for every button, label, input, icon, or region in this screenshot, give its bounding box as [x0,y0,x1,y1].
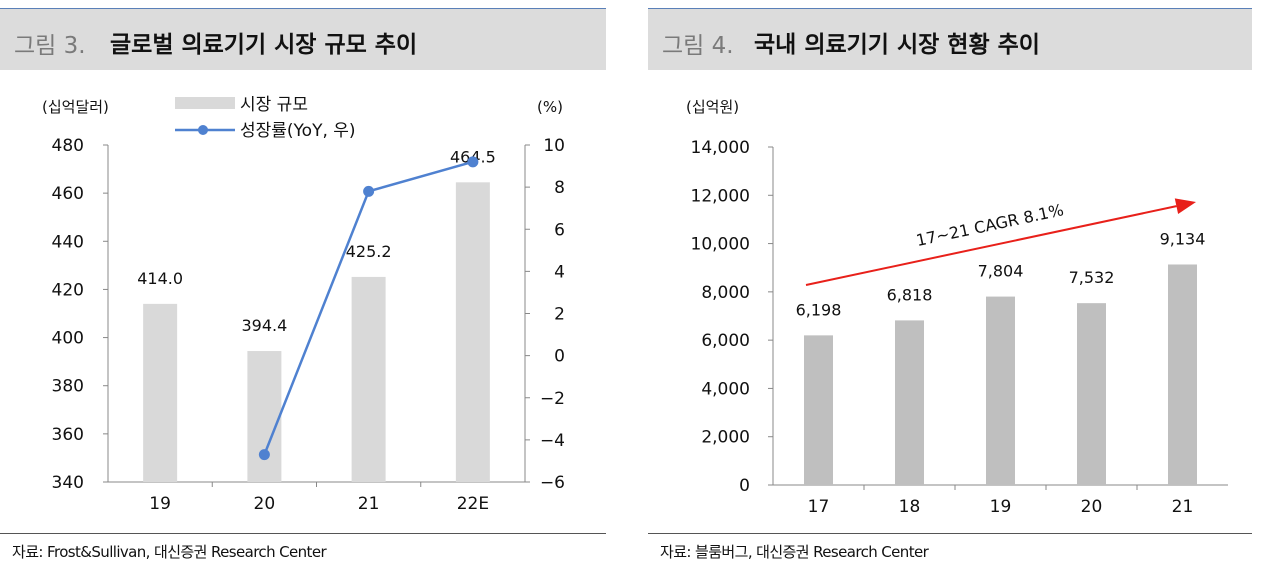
y-tick-label: 6,000 [701,331,750,351]
figure-4-title-bar: 그림 4. 국내 의료기기 시장 현황 추이 [648,8,1252,70]
figure-4-number: 그림 4. [662,33,734,59]
bar-data-label: 6,198 [796,300,842,319]
y-tick-label: 12,000 [691,186,750,206]
x-tick-label: 21 [358,494,380,514]
bar-data-label: 9,134 [1160,229,1206,248]
figure-3-number: 그림 3. [14,33,86,59]
bar-17 [804,335,833,485]
right-y-tick-label: 0 [554,347,565,367]
legend-bar-swatch [175,97,235,109]
y-tick-label: 2,000 [701,428,750,448]
figure-3-title: 글로벌 의료기기 시장 규모 추이 [110,32,418,58]
figure-4-title: 국내 의료기기 시장 현황 추이 [754,32,1040,58]
left-y-tick-label: 460 [52,184,84,204]
cagr-annotation: 17~21 CAGR 8.1% [914,200,1065,250]
left-y-tick-label: 440 [52,232,84,252]
bar-22E [455,182,490,482]
left-y-tick-label: 380 [52,377,84,397]
figure-3-title-bar: 그림 3. 글로벌 의료기기 시장 규모 추이 [0,8,606,70]
growth-rate-point-22E [467,156,479,168]
cagr-arrow-shaft [805,205,1177,286]
bar-21 [1168,264,1197,485]
right-y-tick-label: 4 [554,262,565,282]
left-y-tick-label: 340 [52,473,84,493]
bar-data-label: 6,818 [887,285,933,304]
x-tick-label: 19 [990,497,1012,517]
bar-20 [247,351,282,482]
cagr-arrow-head [1174,198,1196,214]
bar-data-label: 414.0 [137,269,183,288]
bar-21 [351,276,386,482]
x-tick-label: 22E [457,494,489,514]
growth-rate-point-20 [258,449,270,461]
x-tick-label: 20 [1081,497,1103,517]
figure-4-source: 자료: 블룸버그, 대신증권 Research Center [660,543,929,561]
y-tick-label: 8,000 [701,283,750,303]
right-y-tick-label: −4 [540,431,565,451]
y-tick-label: 10,000 [691,235,750,255]
right-y-tick-label: −2 [540,389,565,409]
global-market-chart: (십억달러) (%) 시장 규모 성장률(YoY, 우) 34036038040… [42,95,565,514]
left-y-tick-label: 480 [52,136,84,156]
x-tick-label: 18 [899,497,921,517]
figure-3-source: 자료: Frost&Sullivan, 대신증권 Research Center [12,543,327,561]
right-y-tick-label: 10 [543,136,565,156]
right-y-tick-label: 6 [554,220,565,240]
figure-4-source-divider [648,533,1252,534]
bar-20 [1077,303,1106,485]
x-tick-label: 20 [254,494,276,514]
x-tick-label: 17 [808,497,830,517]
growth-rate-point-21 [363,185,375,197]
bar-18 [895,320,924,485]
right-y-tick-label: 8 [554,178,565,198]
right-y-tick-label: −6 [540,473,565,493]
bar-data-label: 394.4 [241,316,287,335]
legend: 시장 규모 성장률(YoY, 우) [175,95,356,141]
left-y-tick-label: 360 [52,425,84,445]
x-tick-label: 21 [1172,497,1194,517]
right-y-tick-label: 2 [554,305,565,325]
right-axis-unit: (%) [537,98,563,116]
bar-19 [143,303,178,482]
bar-data-label: 425.2 [346,242,392,261]
x-tick-label: 19 [149,494,171,514]
legend-bar-label: 시장 규모 [240,95,308,115]
y-tick-label: 14,000 [691,138,750,158]
domestic-market-chart: (십억원) 0 2,000 4,000 6,000 8,000 10,000 12,000 1… [686,98,1228,517]
figure-3-source-divider [0,533,606,534]
figure-3-panel: 그림 3. 글로벌 의료기기 시장 규모 추이 (십억달러) (%) 시장 규모… [0,0,610,569]
left-y-tick-label: 420 [52,280,84,300]
y-tick-label: 0 [739,476,750,496]
left-y-tick-label: 400 [52,329,84,349]
bar-data-label: 7,804 [978,262,1024,281]
axis-unit: (십억원) [686,98,739,116]
figure-4-panel: 그림 4. 국내 의료기기 시장 현황 추이 (십억원) 0 2,000 4,000… [648,0,1261,569]
left-axis-unit: (십억달러) [42,98,109,116]
bar-19 [986,296,1015,485]
legend-line-marker [198,125,208,135]
legend-line-label: 성장률(YoY, 우) [240,121,356,141]
bar-data-label: 7,532 [1069,268,1115,287]
y-tick-label: 4,000 [701,379,750,399]
